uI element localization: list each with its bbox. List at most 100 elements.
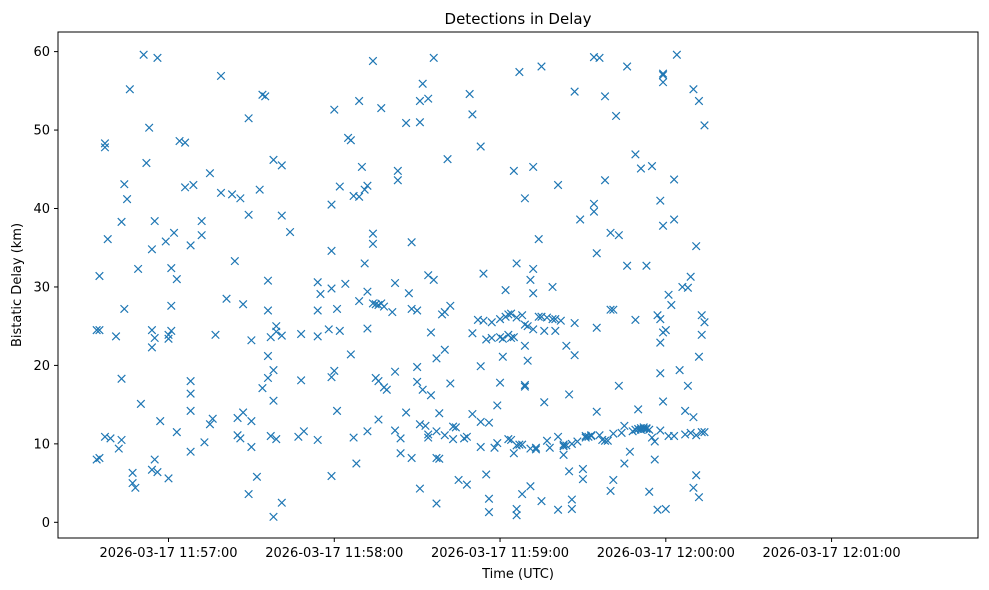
data-point <box>415 96 425 106</box>
data-point <box>559 440 568 449</box>
data-point <box>631 315 640 325</box>
data-point <box>150 455 159 464</box>
data-point <box>570 318 579 328</box>
data-point <box>454 475 463 485</box>
data-point <box>650 437 659 446</box>
data-point <box>346 136 356 145</box>
y-tick-label: 10 <box>33 437 50 452</box>
data-point <box>161 237 170 246</box>
data-point <box>448 434 458 444</box>
chart-title: Detections in Delay <box>445 10 592 28</box>
data-point <box>484 507 494 517</box>
data-point <box>167 301 176 311</box>
data-point <box>490 443 499 453</box>
data-point <box>562 341 571 351</box>
data-point <box>517 310 527 320</box>
data-point <box>363 181 372 190</box>
data-point <box>606 305 615 314</box>
data-point <box>653 505 662 514</box>
data-point <box>578 474 588 484</box>
data-point <box>186 447 195 456</box>
data-point <box>332 304 342 314</box>
y-tick-label: 40 <box>33 202 50 217</box>
data-point <box>120 179 129 189</box>
data-point <box>205 168 215 178</box>
data-point <box>150 216 159 226</box>
data-point <box>144 123 154 132</box>
data-point <box>609 475 618 485</box>
data-point <box>642 424 651 434</box>
data-point <box>669 431 679 441</box>
data-point <box>689 483 698 493</box>
data-point <box>512 511 521 520</box>
data-point <box>642 261 651 271</box>
data-point <box>465 89 474 99</box>
data-point <box>694 96 704 106</box>
plot-frame <box>57 31 979 539</box>
data-point <box>526 481 535 491</box>
data-point <box>567 504 577 514</box>
data-point <box>498 352 508 362</box>
data-point <box>263 306 273 315</box>
data-point <box>418 385 427 394</box>
data-point <box>575 215 585 224</box>
data-point <box>247 416 256 426</box>
data-point <box>327 246 336 256</box>
data-point <box>482 335 491 344</box>
data-point <box>506 333 516 343</box>
data-point <box>263 373 273 383</box>
data-point <box>412 362 422 372</box>
data-point <box>656 314 665 324</box>
data-point <box>506 309 516 318</box>
data-point <box>633 405 643 414</box>
data-point <box>236 194 245 203</box>
data-point <box>429 53 438 63</box>
data-point <box>570 350 579 360</box>
data-point <box>211 330 220 340</box>
data-point <box>609 305 618 314</box>
data-point <box>645 487 654 496</box>
data-point <box>390 367 400 376</box>
data-point <box>421 421 430 431</box>
data-point <box>117 374 126 383</box>
data-point <box>169 228 179 238</box>
data-point <box>164 334 173 343</box>
data-points <box>92 50 709 522</box>
data-point <box>647 433 657 442</box>
data-point <box>103 234 112 244</box>
data-point <box>272 327 281 336</box>
data-point <box>415 117 425 127</box>
data-point <box>537 496 546 506</box>
data-point <box>537 62 546 71</box>
data-point <box>153 53 162 63</box>
data-point <box>277 498 287 507</box>
data-point <box>252 472 262 482</box>
data-point <box>622 62 632 71</box>
data-point <box>277 211 287 220</box>
data-point <box>520 194 530 203</box>
data-point <box>407 238 416 247</box>
data-point <box>672 50 682 59</box>
data-point <box>548 314 557 324</box>
data-point <box>443 154 452 164</box>
data-point <box>277 161 287 170</box>
data-point <box>700 318 709 327</box>
data-point <box>390 278 400 288</box>
data-point <box>133 264 143 274</box>
x-tick-label: 2026-03-17 11:58:00 <box>265 546 403 561</box>
data-point <box>620 459 629 468</box>
data-point <box>117 435 126 445</box>
data-point <box>451 423 461 432</box>
data-point <box>683 381 693 391</box>
data-point <box>208 414 217 423</box>
data-point <box>167 326 176 336</box>
data-point <box>125 85 135 94</box>
data-point <box>691 471 701 480</box>
data-point <box>647 161 657 171</box>
data-point <box>368 229 378 238</box>
data-point <box>493 401 502 410</box>
data-point <box>528 289 538 298</box>
data-point <box>479 316 488 325</box>
data-point <box>412 377 422 387</box>
data-point <box>285 227 295 237</box>
